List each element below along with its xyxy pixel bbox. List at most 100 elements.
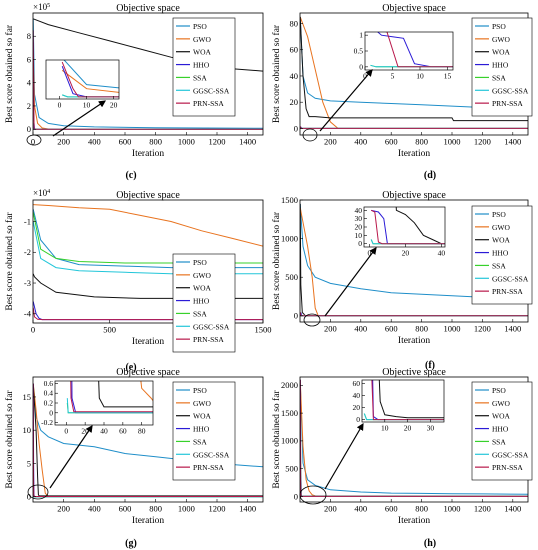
- x-tick-label: 200: [324, 137, 337, 147]
- legend-entry: GWO: [492, 35, 510, 44]
- zoom-circle: [303, 313, 321, 327]
- inset-y-tick-label: 40: [355, 206, 363, 215]
- inset-x-tick-label: 40: [100, 427, 108, 436]
- x-tick-label: 600: [119, 504, 132, 514]
- x-tick-label: 1400: [239, 504, 256, 514]
- inset-x-tick-label: 80: [138, 427, 146, 436]
- main-series-pso: [300, 16, 528, 111]
- legend: PSO GWO WOA HHO SSA GGSC-SSA PRN-SSA: [172, 17, 236, 117]
- x-tick-label: 200: [324, 504, 337, 514]
- main-series-pso: [33, 18, 263, 129]
- inset-series-hho: [371, 209, 445, 245]
- x-tick-label: 600: [385, 324, 398, 334]
- y-axis-label: Best score obtained so far: [271, 24, 282, 123]
- inset-y-tick-label: 0.6: [44, 379, 54, 388]
- y-tick-label: 80: [290, 18, 299, 28]
- zoom-circle: [27, 484, 49, 500]
- inset-series-ggsc-ssa: [62, 94, 119, 98]
- y-tick-label: 5: [27, 458, 31, 468]
- inset-series-woa: [98, 381, 153, 408]
- inset-x-tick-label: 40: [438, 249, 446, 258]
- main-series-gwo: [33, 204, 263, 247]
- zoom-arrow: [324, 422, 364, 490]
- inset-series-ggsc-ssa: [370, 64, 453, 68]
- chart-title: Objective space: [382, 3, 446, 14]
- x-tick-label: 0: [31, 137, 35, 147]
- x-tick-label: 1000: [444, 324, 461, 334]
- inset-x-tick-label: 20: [110, 101, 118, 110]
- inset-frame: [45, 59, 120, 100]
- chart-title: Objective space: [382, 190, 446, 201]
- main-series-woa: [300, 16, 528, 122]
- zoom-arrow: [49, 425, 93, 489]
- x-tick-label: 400: [88, 137, 101, 147]
- x-tick-label: 0: [31, 325, 35, 335]
- main-series-woa: [33, 383, 263, 497]
- legend-entry: WOA: [492, 48, 510, 57]
- legend-entry: HHO: [492, 425, 509, 434]
- x-tick-label: 1400: [239, 137, 256, 147]
- x-tick-label: 800: [149, 137, 162, 147]
- inset-x-tick-label: 20: [402, 249, 410, 258]
- legend-entry: PRN-SSA: [193, 463, 224, 472]
- x-axis-label: Iteration: [398, 336, 430, 346]
- x-tick-label: 400: [354, 504, 367, 514]
- legend-entry: SSA: [193, 73, 207, 82]
- x-tick-label: 1500: [255, 325, 272, 335]
- exp-power: 5: [47, 3, 50, 9]
- y-exponent: ×104: [33, 188, 50, 198]
- chart-title: Objective space: [382, 367, 446, 378]
- inset-series-ggsc-ssa: [363, 413, 444, 421]
- legend-entry: PRN-SSA: [492, 287, 523, 296]
- inset-series-prn-ssa: [370, 209, 445, 245]
- x-tick-label: 200: [57, 137, 70, 147]
- y-tick-label: 0: [27, 492, 31, 502]
- inset-y-tick-label: 20: [353, 403, 361, 412]
- inset-series-ggsc-ssa: [66, 398, 153, 414]
- x-tick-label: 600: [385, 504, 398, 514]
- y-tick-label: 2000: [281, 380, 298, 390]
- y-tick-label: 0: [294, 491, 298, 501]
- inset-5: 10 20 30 0 20 40 60: [353, 379, 445, 433]
- legend-entry: GGSC-SSA: [492, 274, 529, 283]
- zoom-circle: [302, 128, 318, 142]
- inset-y-tick-label: 0: [359, 62, 363, 71]
- x-tick-label: 400: [354, 137, 367, 147]
- legend-entry: GGSC-SSA: [193, 322, 230, 331]
- inset-y-tick-label: 0: [358, 239, 362, 248]
- inset-series-woa: [378, 380, 444, 419]
- y-tick-label: -4: [24, 309, 32, 319]
- y-axis-label: Best score obtained so far: [271, 390, 282, 489]
- inset-y-tick-label: 0: [49, 408, 53, 417]
- x-tick-label: 200: [57, 504, 70, 514]
- inset-1: 0 5 10 15 0 0.5 1: [354, 31, 454, 81]
- x-axis-label: Iteration: [398, 516, 430, 526]
- legend-box: [172, 253, 236, 353]
- inset-series-woa: [395, 207, 445, 245]
- inset-y-tick-label: -0.2: [41, 418, 53, 427]
- legend-entry: PSO: [492, 22, 506, 31]
- x-tick-label: 600: [385, 137, 398, 147]
- legend-entry: WOA: [193, 48, 211, 57]
- legend: PSO GWO WOA HHO SSA GGSC-SSA PRN-SSA: [172, 253, 236, 353]
- y-axis-label: Best score obtained so far: [271, 211, 282, 310]
- legend-entry: GGSC-SSA: [193, 86, 230, 95]
- legend: PSO GWO WOA HHO SSA GGSC-SSA PRN-SSA: [471, 17, 533, 117]
- y-axis-label: Best score obtained so far: [4, 390, 15, 489]
- legend-entry: PSO: [193, 386, 207, 395]
- y-tick-label: 20: [290, 97, 299, 107]
- panel-caption: (c): [125, 170, 136, 181]
- zoom-arrow: [319, 69, 373, 132]
- inset-y-tick-label: 0.2: [44, 399, 54, 408]
- zoom-arrow: [52, 100, 106, 137]
- legend-box: [471, 17, 533, 117]
- inset-x-tick-label: 0: [64, 427, 68, 436]
- x-tick-label: 1400: [504, 504, 521, 514]
- y-exponent: ×105: [33, 2, 50, 12]
- legend-entry: SSA: [193, 309, 207, 318]
- inset-series-prn-ssa: [70, 381, 153, 413]
- legend-entry: PRN-SSA: [492, 99, 523, 108]
